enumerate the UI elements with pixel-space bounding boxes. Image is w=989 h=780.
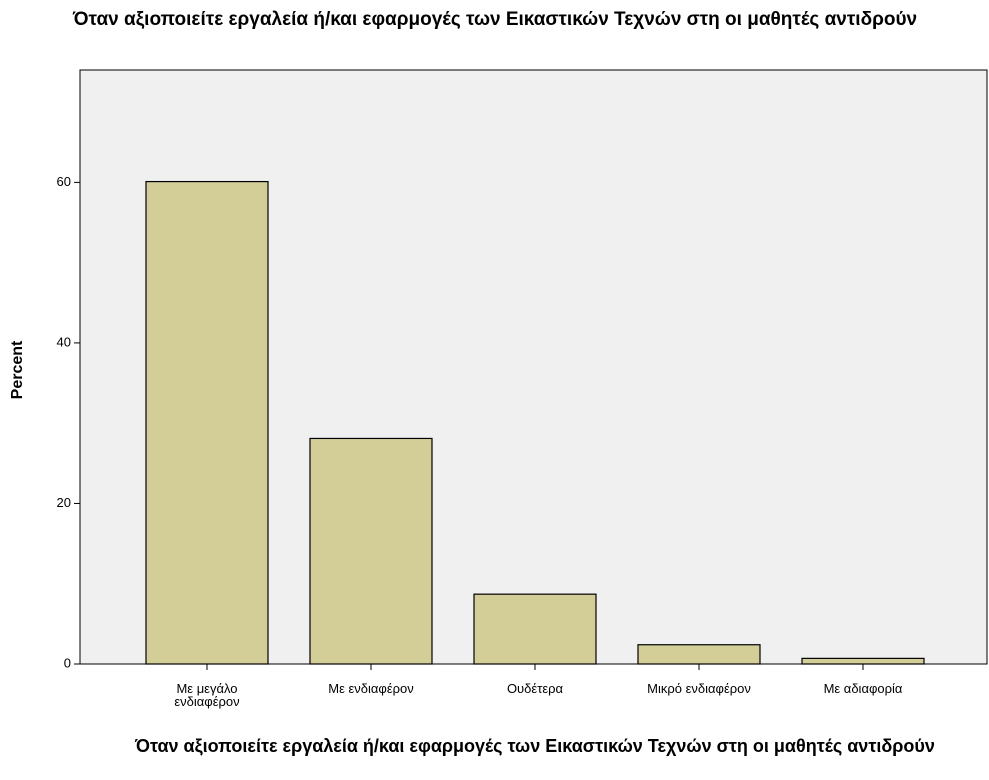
y-axis-title: Percent	[9, 340, 26, 399]
y-tick-label: 60	[57, 174, 71, 189]
bar	[473, 593, 597, 665]
x-tick-label: Με αδιαφορία	[823, 681, 903, 696]
bar	[637, 644, 761, 665]
bar	[801, 657, 925, 665]
x-tick-label: Με μεγάλο ενδιαφέρον	[174, 681, 240, 709]
x-tick-label: Μικρό ενδιαφέρον	[647, 681, 751, 696]
y-tick-label: 40	[57, 334, 71, 349]
bar	[145, 180, 269, 665]
y-tick-label: 20	[57, 495, 71, 510]
y-tick-label: 0	[64, 655, 71, 670]
x-tick-label: Με ενδιαφέρον	[328, 681, 414, 696]
x-axis-title: Όταν αξιοποιείτε εργαλεία ή/και εφαρμογέ…	[135, 736, 935, 756]
chart-title: Όταν αξιοποιείτε εργαλεία ή/και εφαρμογέ…	[72, 9, 918, 30]
x-tick-label: Ουδέτερα	[506, 681, 564, 696]
bar	[309, 437, 433, 665]
